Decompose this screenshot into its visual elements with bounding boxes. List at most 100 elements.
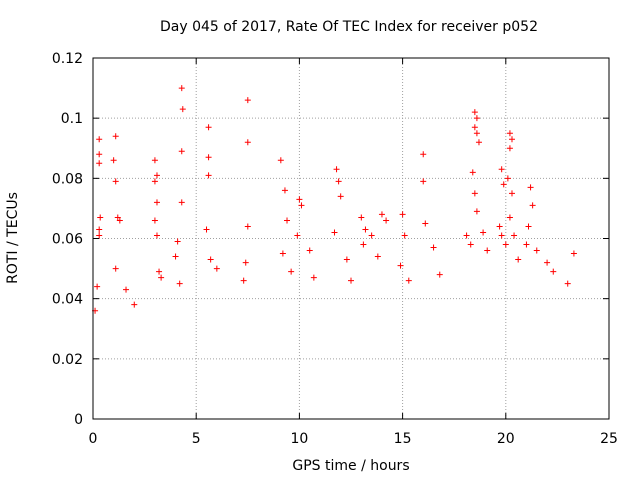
data-point [469, 169, 476, 176]
data-point [131, 301, 138, 308]
data-point [525, 223, 532, 230]
data-point [153, 199, 160, 206]
y-tick-label: 0.12 [52, 51, 83, 67]
data-point [436, 271, 443, 278]
y-tick-label: 0.06 [52, 232, 83, 248]
x-tick-label: 0 [89, 431, 98, 447]
data-points [92, 85, 577, 314]
x-tick-label: 15 [394, 431, 412, 447]
data-point [378, 211, 385, 218]
data-point [112, 265, 119, 272]
data-point [473, 130, 480, 137]
data-point [515, 256, 522, 263]
data-point [523, 241, 530, 248]
data-point [96, 232, 103, 239]
data-point [500, 181, 507, 188]
data-point [112, 178, 119, 185]
data-point [156, 268, 163, 275]
data-point [405, 277, 412, 284]
data-point [335, 178, 342, 185]
data-point [153, 232, 160, 239]
y-tick-label: 0.1 [61, 111, 83, 127]
data-point [506, 214, 513, 221]
data-point [178, 85, 185, 92]
data-point [207, 256, 214, 263]
data-point [337, 193, 344, 200]
data-point [397, 262, 404, 269]
data-point [244, 97, 251, 104]
data-point [484, 247, 491, 254]
data-point [504, 175, 511, 182]
x-axis-label: GPS time / hours [292, 458, 409, 474]
data-point [151, 178, 158, 185]
data-point [96, 160, 103, 167]
data-point [288, 268, 295, 275]
data-point [533, 247, 540, 254]
data-point [244, 139, 251, 146]
data-point [174, 238, 181, 245]
data-point [508, 190, 515, 197]
data-point [368, 232, 375, 239]
data-point [277, 157, 284, 164]
data-point [511, 232, 518, 239]
data-point [310, 274, 317, 281]
data-point [463, 232, 470, 239]
data-point [242, 259, 249, 266]
data-point [179, 106, 186, 113]
data-point [96, 151, 103, 158]
data-point [112, 133, 119, 140]
data-point [114, 214, 121, 221]
data-point [506, 145, 513, 152]
data-point [96, 226, 103, 233]
data-point [178, 199, 185, 206]
data-point [422, 220, 429, 227]
data-point [333, 166, 340, 173]
data-point [205, 154, 212, 161]
data-point [360, 241, 367, 248]
data-point [362, 226, 369, 233]
data-point [374, 253, 381, 260]
y-tick-label: 0.02 [52, 352, 83, 368]
data-point [471, 124, 478, 131]
data-point [570, 250, 577, 257]
data-point [475, 139, 482, 146]
data-point [306, 247, 313, 254]
x-tick-label: 5 [192, 431, 201, 447]
data-point [399, 211, 406, 218]
data-point [544, 259, 551, 266]
data-point [97, 214, 104, 221]
data-point [172, 253, 179, 260]
data-point [279, 250, 286, 257]
data-point [178, 148, 185, 155]
data-point [471, 109, 478, 116]
data-point [496, 223, 503, 230]
data-point [176, 280, 183, 287]
data-point [498, 232, 505, 239]
data-point [153, 172, 160, 179]
data-point [502, 241, 509, 248]
x-tick-label: 20 [497, 431, 515, 447]
data-point [498, 166, 505, 173]
data-point [110, 157, 117, 164]
y-tick-label: 0.08 [52, 171, 83, 187]
data-point [244, 223, 251, 230]
data-point [203, 226, 210, 233]
data-point [213, 265, 220, 272]
data-point [358, 214, 365, 221]
y-axis-label: ROTI / TECUs [5, 192, 21, 284]
data-point [506, 130, 513, 137]
data-point [550, 268, 557, 275]
data-point [473, 208, 480, 215]
data-point [430, 244, 437, 251]
data-point [420, 151, 427, 158]
data-point [205, 172, 212, 179]
data-point [348, 277, 354, 284]
data-point [116, 217, 123, 224]
data-point [508, 136, 515, 143]
data-point [123, 286, 130, 293]
data-point [527, 184, 534, 191]
data-point [564, 280, 571, 287]
data-point [281, 187, 288, 194]
data-point [151, 217, 158, 224]
